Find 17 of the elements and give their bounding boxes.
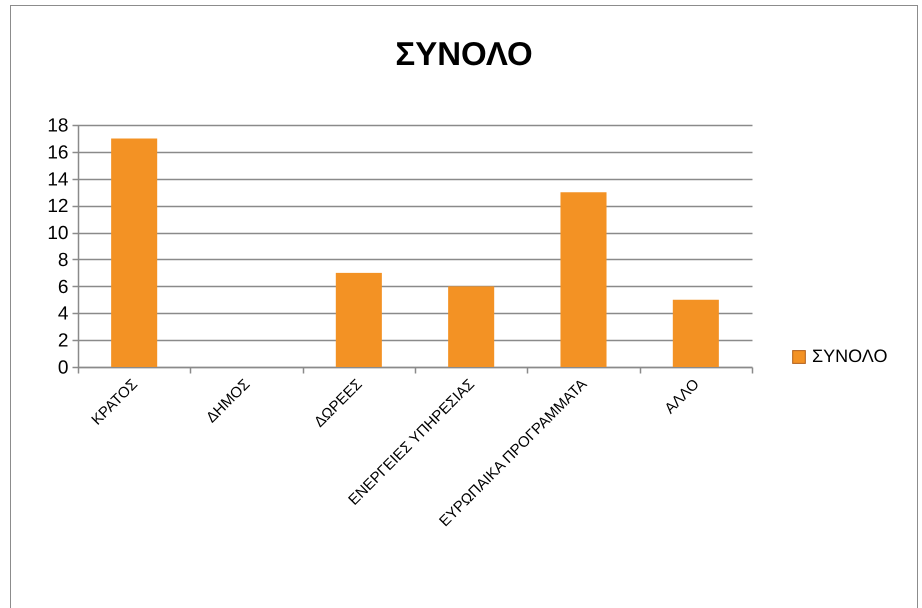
bar bbox=[672, 300, 719, 367]
y-tick-label: 8 bbox=[58, 250, 68, 271]
y-tick-label: 6 bbox=[58, 276, 68, 298]
bar bbox=[336, 272, 382, 367]
y-tick-label: 2 bbox=[58, 330, 68, 352]
bar bbox=[111, 138, 158, 367]
y-tick-label: 16 bbox=[47, 142, 68, 164]
y-tick-label: 14 bbox=[47, 169, 69, 190]
y-tick-label: 4 bbox=[58, 304, 69, 325]
legend-label: ΣΥΝΟΛΟ bbox=[812, 346, 888, 366]
bar bbox=[448, 286, 494, 367]
y-tick-label: 10 bbox=[47, 223, 68, 244]
bar bbox=[560, 192, 607, 367]
y-tick-label: 0 bbox=[58, 358, 68, 378]
y-tick-label: 18 bbox=[47, 116, 68, 136]
chart-title: ΣΥΝΟΛΟ bbox=[395, 35, 533, 72]
y-tick-label: 12 bbox=[47, 196, 68, 218]
